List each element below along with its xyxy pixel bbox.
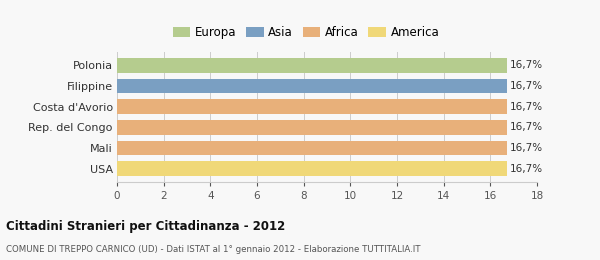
- Text: 16,7%: 16,7%: [510, 164, 543, 174]
- Text: 16,7%: 16,7%: [510, 143, 543, 153]
- Text: 16,7%: 16,7%: [510, 81, 543, 91]
- Bar: [117, 161, 506, 176]
- Text: 16,7%: 16,7%: [510, 122, 543, 132]
- Bar: [117, 58, 506, 73]
- Legend: Europa, Asia, Africa, America: Europa, Asia, Africa, America: [168, 22, 444, 44]
- Bar: [117, 79, 506, 93]
- Text: Cittadini Stranieri per Cittadinanza - 2012: Cittadini Stranieri per Cittadinanza - 2…: [6, 220, 285, 233]
- Text: 16,7%: 16,7%: [510, 60, 543, 70]
- Bar: [117, 120, 506, 135]
- Text: COMUNE DI TREPPO CARNICO (UD) - Dati ISTAT al 1° gennaio 2012 - Elaborazione TUT: COMUNE DI TREPPO CARNICO (UD) - Dati IST…: [6, 245, 421, 254]
- Text: 16,7%: 16,7%: [510, 102, 543, 112]
- Bar: [117, 141, 506, 155]
- Bar: [117, 99, 506, 114]
